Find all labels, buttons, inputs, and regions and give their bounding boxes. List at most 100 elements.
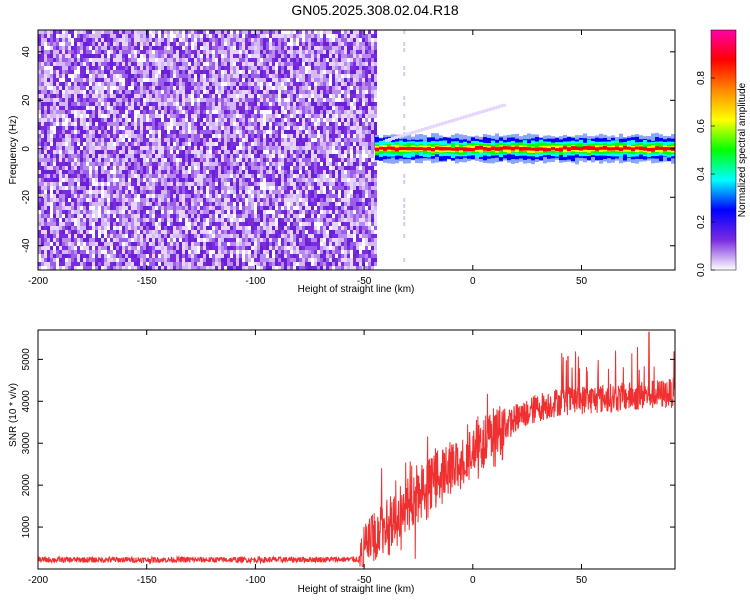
spectrogram-cell <box>131 150 134 154</box>
spectrogram-cell <box>44 78 47 82</box>
spectrogram-cell <box>53 174 56 178</box>
spectrogram-cell <box>77 194 80 198</box>
spectrogram-cell <box>161 162 164 166</box>
spectrogram-cell <box>209 90 212 94</box>
spectrogram-cell <box>269 86 272 90</box>
spectrogram-cell <box>200 238 203 242</box>
spectrogram-cell <box>38 74 41 78</box>
spectrogram-cell <box>65 210 68 214</box>
spectrogram-cell <box>209 142 212 146</box>
spectrogram-cell <box>74 166 77 170</box>
spectrogram-cell <box>86 134 89 138</box>
spectrogram-cell <box>299 50 302 54</box>
spectrogram-cell <box>128 106 131 110</box>
spectrogram-cell <box>296 254 299 262</box>
spectrogram-cell <box>41 202 44 206</box>
spectrogram-cell <box>302 98 305 102</box>
spectrogram-cell <box>38 86 41 90</box>
spectrogram-cell <box>59 194 62 198</box>
spectrogram-cell <box>89 66 92 70</box>
spectrogram-cell <box>329 90 332 94</box>
spectrogram-cell <box>143 242 146 246</box>
spectrogram-cell <box>116 138 119 146</box>
spectrogram-cell <box>161 62 164 66</box>
spectrogram-cell <box>83 66 86 70</box>
spectrogram-cell <box>125 250 128 254</box>
spectrogram-cell <box>227 246 230 250</box>
spectrogram-cell <box>266 50 269 54</box>
spectrogram-cell <box>188 54 191 58</box>
spectrogram-cell <box>101 110 104 114</box>
spectrogram-cell <box>146 86 149 90</box>
spectrogram-cell <box>101 42 104 46</box>
spectrogram-cell <box>206 154 209 162</box>
spectrogram-cell <box>50 198 53 202</box>
spectrogram-cell <box>308 226 311 234</box>
spectrogram-cell <box>278 186 281 190</box>
spectrogram-cell <box>179 134 182 138</box>
spectrogram-cell <box>164 94 167 98</box>
spectrogram-cell <box>218 218 221 222</box>
spectrogram-cell <box>239 122 242 126</box>
spectrogram-cell <box>311 114 314 118</box>
spectrogram-cell <box>194 154 197 158</box>
spectrogram-cell <box>104 118 107 122</box>
spectrogram-cell <box>212 162 215 166</box>
spectrogram-cell <box>89 218 92 226</box>
spectrogram-cell <box>320 218 323 222</box>
spectrogram-cell <box>113 138 116 142</box>
spectrogram-cell <box>59 38 62 42</box>
spectrogram-cell <box>254 222 257 226</box>
spectrogram-cell <box>116 110 119 114</box>
spectrogram-cell <box>155 118 158 122</box>
spectrogram-cell <box>143 74 146 78</box>
spectrogram-cell <box>200 154 203 158</box>
spectrogram-cell <box>251 86 254 90</box>
spectrogram-cell <box>59 242 62 246</box>
spectrogram-cell <box>149 230 152 234</box>
spectrogram-cell <box>278 102 281 106</box>
spectrogram-cell <box>197 78 200 82</box>
spectrogram-cell <box>329 42 332 46</box>
spectrogram-cell <box>308 114 311 118</box>
spectrogram-cell <box>239 126 242 130</box>
spectrogram-cell <box>44 230 47 234</box>
spectrogram-cell <box>161 98 164 102</box>
spectrogram-cell <box>245 54 248 58</box>
spectrogram-cell <box>245 102 248 106</box>
spectrogram-cell <box>65 222 68 226</box>
spectrogram-cell <box>158 246 161 250</box>
spectrogram-cell <box>83 58 86 62</box>
spectrogram-cell <box>167 202 170 206</box>
spectrogram-cell <box>128 126 131 130</box>
spectrogram-cell <box>254 154 257 158</box>
spectrogram-cell <box>191 62 194 66</box>
spectrogram-cell <box>275 130 278 134</box>
spectrogram-cell <box>47 70 50 74</box>
spectrogram-cell <box>215 38 218 46</box>
spectrogram-cell <box>245 162 248 166</box>
spectrogram-cell <box>266 262 269 270</box>
spectrogram-cell <box>131 62 134 66</box>
spectrogram-cell <box>47 42 50 46</box>
spectrogram-cell <box>131 218 134 222</box>
spectrogram-cell <box>47 118 50 122</box>
spectrogram-cell <box>224 258 227 266</box>
spectrogram-cell <box>113 118 116 122</box>
spectrogram-cell <box>230 122 233 126</box>
spectrogram-cell <box>245 58 248 66</box>
spectrogram-cell <box>296 150 299 154</box>
spectrogram-cell <box>290 90 293 98</box>
spectrogram-cell <box>71 186 74 190</box>
spectrogram-cell <box>308 254 311 258</box>
spectrogram-cell <box>83 106 86 110</box>
spectrogram-cell <box>170 102 173 106</box>
spectrogram-cell <box>107 42 110 46</box>
spectrogram-cell <box>305 38 308 42</box>
spectrogram-cell <box>161 202 164 206</box>
spectrogram-cell <box>95 106 98 110</box>
spectrogram-cell <box>95 30 98 38</box>
spectrogram-cell <box>50 118 53 122</box>
spectrogram-cell <box>269 90 272 94</box>
spectrogram-cell <box>122 62 125 66</box>
